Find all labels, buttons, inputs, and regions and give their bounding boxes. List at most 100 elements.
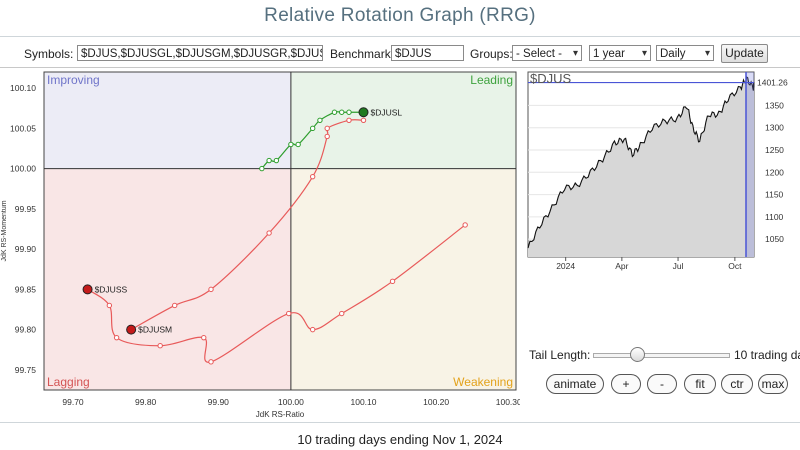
series-point-djusl — [295, 141, 301, 148]
benchmark-input[interactable]: $DJUS — [391, 45, 464, 61]
series-tail-djuss — [87, 224, 466, 363]
price-y-tick-label: 1200 — [765, 167, 784, 177]
series-label-djusl: $DJUSL — [371, 107, 403, 117]
current-value-label: 1401.26 — [757, 78, 788, 88]
series-point-djusm — [266, 230, 272, 236]
x-tick-label: 100.00 — [278, 397, 304, 407]
header-divider — [0, 36, 800, 37]
series-tail-djusm — [130, 119, 364, 331]
quadrant-leading — [290, 72, 516, 169]
center-button[interactable]: ctr — [721, 374, 753, 394]
price-y-tick-label: 1350 — [765, 100, 784, 110]
price-y-tick-label: 1050 — [765, 234, 784, 244]
footer-caption: 10 trading days ending Nov 1, 2024 — [297, 432, 503, 447]
series-point-djuss — [286, 310, 292, 317]
series-point-djusl — [317, 117, 323, 124]
quadrant-weakening — [290, 168, 516, 390]
series-point-djusm — [360, 117, 367, 124]
x-tick-label: 100.30 — [496, 397, 520, 407]
series-point-djusl — [331, 109, 338, 115]
series-point-djuss — [201, 334, 207, 341]
series-point-djuss — [106, 302, 113, 309]
footer-divider — [0, 422, 800, 423]
quadrant-label-weakening: Weakening — [453, 375, 513, 389]
series-point-djuss — [339, 310, 345, 317]
x-axis-label: JdK RS-Ratio — [256, 410, 305, 418]
series-label-djusm: $DJUSM — [138, 325, 172, 335]
zoom-in-button[interactable]: + — [611, 374, 641, 394]
series-point-djusm — [208, 286, 214, 293]
series-point-djusl — [266, 157, 272, 164]
series-point-djusm — [324, 133, 330, 140]
rrg-chart[interactable]: Improving Leading Lagging Weakening 99.70 99… — [0, 68, 520, 418]
series-head-djusm[interactable] — [126, 324, 137, 335]
x-tick-label: 99.80 — [135, 397, 157, 407]
series-point-djuss — [309, 326, 316, 333]
frequency-select[interactable]: Daily — [656, 45, 714, 61]
price-y-tick-label: 1300 — [765, 123, 784, 133]
symbols-label: Symbols: — [24, 47, 74, 61]
series-point-djusm — [172, 302, 178, 309]
series-label-djuss: $DJUSS — [95, 284, 128, 294]
price-y-tick-label: 1250 — [765, 145, 784, 155]
y-tick-label: 100.10 — [10, 83, 36, 93]
quadrant-label-lagging: Lagging — [47, 375, 90, 389]
price-x-tick-label: 2024 — [556, 261, 575, 271]
y-axis-label: JdK RS-Momentum — [1, 200, 8, 261]
quadrant-label-leading: Leading — [470, 73, 513, 87]
series-point-djusm — [324, 125, 330, 132]
fit-button[interactable]: fit — [684, 374, 716, 394]
groups-label: Groups: — [470, 47, 513, 61]
tail-length-slider-handle[interactable] — [630, 347, 646, 362]
x-tick-label: 99.90 — [208, 397, 230, 407]
price-x-tick-label: Oct — [728, 261, 742, 271]
price-area — [528, 76, 754, 257]
zoom-out-button[interactable]: - — [647, 374, 677, 394]
y-tick-label: 99.95 — [15, 204, 37, 214]
series-head-djusl[interactable] — [358, 107, 369, 118]
y-tick-label: 99.85 — [15, 284, 37, 294]
tail-window-highlight[interactable] — [746, 72, 754, 257]
plot-frame — [43, 71, 517, 391]
maximize-button[interactable]: max — [758, 374, 788, 394]
x-tick-label: 100.20 — [423, 397, 449, 407]
price-y-tick-label: 1100 — [765, 212, 784, 222]
period-select[interactable]: 1 year — [589, 45, 651, 61]
series-point-djuss — [157, 343, 163, 349]
series-point-djusm — [346, 117, 352, 124]
price-x-tick-label: Apr — [615, 261, 628, 271]
series-point-djusl — [339, 109, 345, 115]
series-point-djusl — [309, 125, 316, 132]
series-point-djuss — [462, 222, 468, 228]
chart-panel — [0, 67, 800, 421]
series-point-djusl — [273, 157, 280, 164]
groups-select[interactable]: - Select - — [512, 45, 582, 61]
series-point-djuss — [113, 334, 120, 341]
tail-length-value: 10 trading days — [734, 348, 800, 362]
tail-length-label: Tail Length: — [529, 348, 591, 362]
tail-length-track[interactable] — [593, 353, 730, 358]
series-point-djusm — [309, 173, 316, 180]
price-x-tick-label: Jul — [673, 261, 684, 271]
y-tick-label: 99.80 — [15, 325, 37, 335]
quadrant-label-improving: Improving — [47, 73, 100, 87]
series-point-djusl — [346, 109, 352, 115]
symbols-input[interactable]: $DJUS,$DJUSGL,$DJUSGM,$DJUSGR,$DJUSGS — [77, 45, 323, 61]
y-tick-label: 99.90 — [15, 244, 37, 254]
price-chart-title: $DJUS — [530, 71, 572, 86]
series-point-djusl — [288, 141, 294, 148]
page-title: Relative Rotation Graph (RRG) — [264, 5, 536, 26]
price-y-tick-label: 1150 — [765, 190, 784, 200]
quadrant-improving — [44, 72, 291, 169]
y-tick-label: 100.05 — [10, 123, 36, 133]
series-head-djuss[interactable] — [82, 284, 93, 295]
series-point-djuss — [208, 359, 214, 365]
animate-button[interactable]: animate — [546, 374, 604, 394]
series-point-djusl — [259, 165, 265, 172]
price-chart[interactable]: 1350 1300 1250 1200 1150 1100 1050 1401.26 2024 A… — [527, 70, 799, 275]
price-line — [527, 76, 755, 249]
update-button[interactable]: Update — [721, 44, 768, 63]
y-tick-label: 99.75 — [15, 365, 37, 375]
tail-length-control: Tail Length: 10 trading days — [527, 344, 800, 364]
quadrant-lagging — [44, 168, 291, 390]
